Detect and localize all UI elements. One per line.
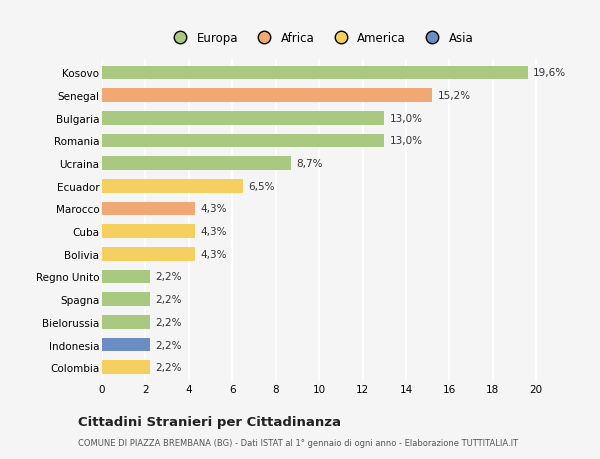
Bar [102, 67, 527, 80]
Bar [102, 270, 150, 284]
Bar [102, 89, 432, 103]
Bar [102, 315, 150, 329]
Text: 2,2%: 2,2% [155, 272, 182, 282]
Bar [102, 179, 243, 193]
Bar [102, 361, 150, 374]
Text: 6,5%: 6,5% [248, 181, 275, 191]
Text: 2,2%: 2,2% [155, 340, 182, 350]
Bar [102, 225, 196, 238]
Text: 13,0%: 13,0% [390, 136, 423, 146]
Text: Cittadini Stranieri per Cittadinanza: Cittadini Stranieri per Cittadinanza [78, 415, 341, 428]
Text: 19,6%: 19,6% [533, 68, 566, 78]
Text: 2,2%: 2,2% [155, 363, 182, 372]
Bar [102, 134, 384, 148]
Bar [102, 338, 150, 352]
Text: COMUNE DI PIAZZA BREMBANA (BG) - Dati ISTAT al 1° gennaio di ogni anno - Elabora: COMUNE DI PIAZZA BREMBANA (BG) - Dati IS… [78, 438, 518, 448]
Text: 4,3%: 4,3% [201, 249, 227, 259]
Bar [102, 247, 196, 261]
Bar [102, 112, 384, 125]
Text: 13,0%: 13,0% [390, 113, 423, 123]
Text: 4,3%: 4,3% [201, 204, 227, 214]
Text: 8,7%: 8,7% [296, 159, 323, 169]
Text: 4,3%: 4,3% [201, 227, 227, 237]
Text: 2,2%: 2,2% [155, 295, 182, 304]
Bar [102, 293, 150, 306]
Legend: Europa, Africa, America, Asia: Europa, Africa, America, Asia [164, 27, 478, 50]
Bar [102, 202, 196, 216]
Bar [102, 157, 291, 171]
Text: 2,2%: 2,2% [155, 317, 182, 327]
Text: 15,2%: 15,2% [437, 91, 470, 101]
